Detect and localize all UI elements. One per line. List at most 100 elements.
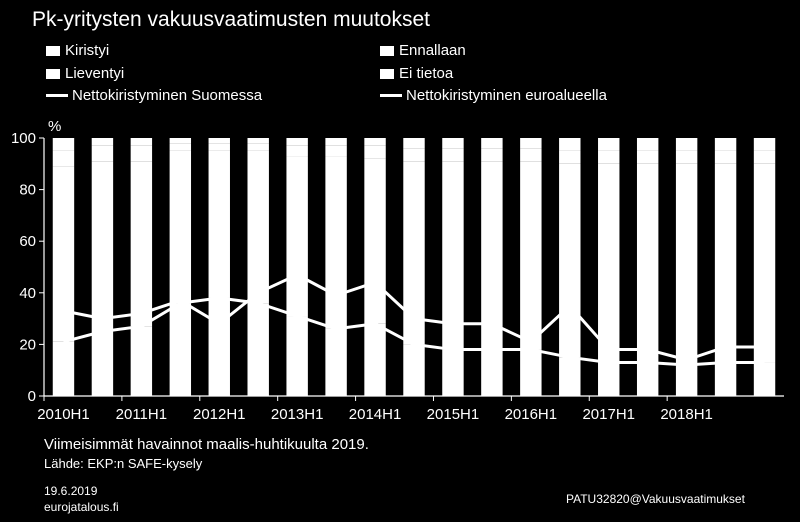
bar-ennallaan-2010H2 <box>91 161 114 332</box>
y-tick-label-100: 100 <box>11 130 36 147</box>
bar-kiristyi-2014H2 <box>403 344 425 396</box>
bar-kiristyi-2011H2 <box>169 303 192 396</box>
x-tick-label-2010H1: 2010H1 <box>37 406 90 423</box>
bar-lieventyi-2015H2 <box>481 148 503 162</box>
x-tick-label-2013H1: 2013H1 <box>271 406 324 423</box>
legend-line-netto-suomi <box>46 94 68 97</box>
bar-lieventyi-2015H1 <box>442 148 464 162</box>
bar-ennallaan-2016H1 <box>520 161 542 350</box>
bar-kiristyi-2013H1 <box>286 316 308 396</box>
bar-ennallaan-2016H2 <box>559 163 581 358</box>
bar-ennallaan-2013H2 <box>325 156 347 329</box>
legend-item-netto-suomi: Nettokiristyminen Suomessa <box>46 87 262 104</box>
footer-note: Viimeisimmät havainnot maalis-huhtikuult… <box>44 436 369 453</box>
bar-ei-tietoa-2010H1 <box>52 138 75 151</box>
x-tick-label-2011H1: 2011H1 <box>116 406 167 423</box>
legend-label-ennallaan: Ennallaan <box>399 42 466 59</box>
bar-lieventyi-2013H2 <box>325 145 347 157</box>
bar-lieventyi-2016H2 <box>559 150 581 164</box>
bar-kiristyi-2019H1 <box>753 362 776 396</box>
bar-ennallaan-2014H2 <box>403 161 425 345</box>
legend-label-ei-tietoa: Ei tietoa <box>399 65 454 82</box>
bar-ennallaan-2010H1 <box>52 166 75 342</box>
bar-kiristyi-2017H1 <box>598 362 620 396</box>
bar-ennallaan-2014H1 <box>364 158 386 324</box>
bar-kiristyi-2011H1 <box>130 326 153 396</box>
bar-ei-tietoa-2015H1 <box>442 138 464 149</box>
bar-ei-tietoa-2013H1 <box>286 138 308 146</box>
bar-ei-tietoa-2015H2 <box>481 138 503 149</box>
footer-source: Lähde: EKP:n SAFE-kysely <box>44 456 203 471</box>
bar-kiristyi-2018H1 <box>675 365 698 396</box>
bar-ei-tietoa-2018H1 <box>675 138 698 151</box>
bar-ennallaan-2011H1 <box>130 161 153 327</box>
bar-ei-tietoa-2017H1 <box>598 138 620 151</box>
bar-ennallaan-2013H1 <box>286 156 308 317</box>
y-tick-label-0: 0 <box>28 388 36 405</box>
footer-code: PATU32820@Vakuusvaatimukset <box>566 492 745 506</box>
legend-item-kiristyi: Kiristyi <box>46 42 109 59</box>
bar-ei-tietoa-2014H1 <box>364 138 386 146</box>
bar-lieventyi-2018H2 <box>714 150 737 164</box>
bar-ei-tietoa-2014H2 <box>403 138 425 149</box>
bars-layer <box>52 138 776 396</box>
x-tick-label-2014H1: 2014H1 <box>349 406 402 423</box>
bar-lieventyi-2017H2 <box>636 150 659 164</box>
bar-ennallaan-2019H1 <box>753 163 776 363</box>
bar-lieventyi-2017H1 <box>598 150 620 164</box>
bar-ei-tietoa-2011H2 <box>169 138 192 144</box>
bar-kiristyi-2016H2 <box>559 357 581 396</box>
bar-kiristyi-2017H2 <box>636 362 659 396</box>
legend-item-ennallaan: Ennallaan <box>380 42 466 59</box>
line-series-0 <box>63 273 765 362</box>
bar-lieventyi-2010H2 <box>91 145 114 162</box>
bar-ei-tietoa-2019H1 <box>753 138 776 151</box>
y-tick-label-40: 40 <box>19 285 36 302</box>
y-tick-label-20: 20 <box>19 336 36 353</box>
bar-kiristyi-2016H1 <box>520 349 542 396</box>
bar-kiristyi-2015H2 <box>481 349 503 396</box>
bar-kiristyi-2012H1 <box>208 297 230 396</box>
bar-ei-tietoa-2012H2 <box>247 138 269 144</box>
y-tick-label-60: 60 <box>19 233 36 250</box>
y-axis-unit-label: % <box>48 118 61 135</box>
legend-item-lieventyi: Lieventyi <box>46 65 124 82</box>
legend-item-netto-euro: Nettokiristyminen euroalueella <box>380 87 607 104</box>
bar-lieventyi-2014H1 <box>364 145 386 159</box>
bar-kiristyi-2010H1 <box>52 341 75 396</box>
bar-ei-tietoa-2018H2 <box>714 138 737 151</box>
bar-kiristyi-2018H2 <box>714 362 737 396</box>
legend-swatch-ei-tietoa <box>380 68 394 79</box>
bar-kiristyi-2013H2 <box>325 328 347 396</box>
bar-lieventyi-2013H1 <box>286 145 308 157</box>
bar-lieventyi-2012H2 <box>247 143 269 151</box>
legend-swatch-ennallaan <box>380 45 394 56</box>
legend-swatch-lieventyi <box>46 68 60 79</box>
bar-ei-tietoa-2012H1 <box>208 138 230 144</box>
bar-kiristyi-2014H1 <box>364 323 386 396</box>
bar-ennallaan-2012H1 <box>208 150 230 298</box>
bar-ennallaan-2017H2 <box>636 163 659 363</box>
axes-layer: 0 20 40 60 80 100 2010H1 2011H1 2012H1 2013H1 2014… <box>11 130 784 423</box>
bar-ei-tietoa-2017H2 <box>636 138 659 151</box>
legend-label-netto-euro: Nettokiristyminen euroalueella <box>406 87 607 104</box>
bar-lieventyi-2014H2 <box>403 148 425 162</box>
bar-ei-tietoa-2010H2 <box>91 138 114 146</box>
legend-swatch-kiristyi <box>46 45 60 56</box>
bar-lieventyi-2012H1 <box>208 143 230 151</box>
bar-ennallaan-2011H2 <box>169 150 192 304</box>
bar-ei-tietoa-2016H2 <box>559 138 581 151</box>
bar-ennallaan-2018H2 <box>714 163 737 363</box>
bar-lieventyi-2018H1 <box>675 150 698 164</box>
footer-site: eurojatalous.fi <box>44 500 119 514</box>
x-tick-label-2017H1: 2017H1 <box>582 406 635 423</box>
legend-item-ei-tietoa: Ei tietoa <box>380 65 453 82</box>
bar-ennallaan-2018H1 <box>675 163 698 366</box>
bar-ei-tietoa-2011H1 <box>130 138 153 146</box>
bar-ei-tietoa-2016H1 <box>520 138 542 149</box>
y-tick-label-80: 80 <box>19 182 36 199</box>
bar-ei-tietoa-2013H2 <box>325 138 347 146</box>
x-tick-label-2015H1: 2015H1 <box>427 406 480 423</box>
bar-kiristyi-2012H2 <box>247 303 269 396</box>
x-tick-label-2016H1: 2016H1 <box>505 406 558 423</box>
